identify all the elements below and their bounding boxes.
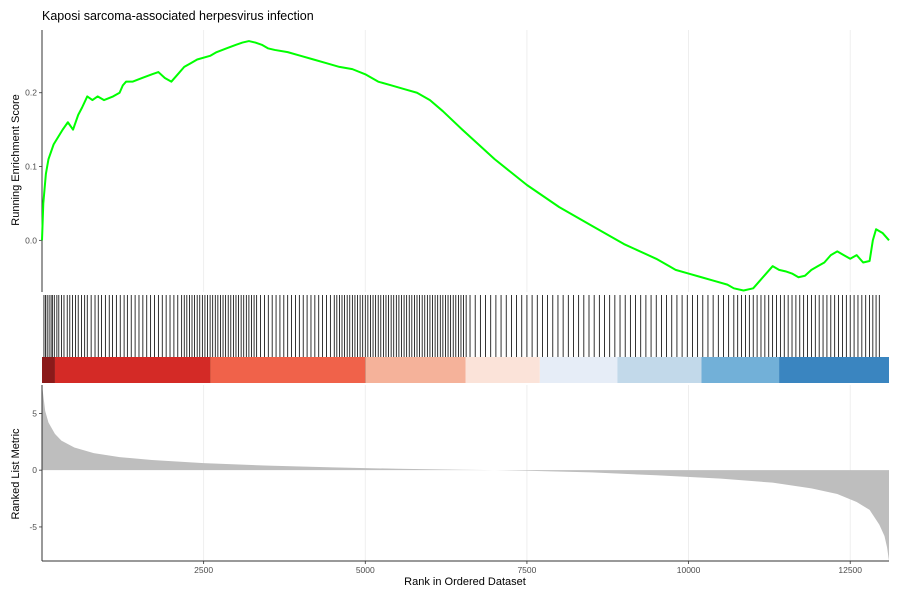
x-tick-label: 10000 — [677, 565, 701, 575]
x-tick-label: 2500 — [194, 565, 213, 575]
score-y-tick-label: 0.2 — [25, 88, 37, 98]
ranked-list-metric-area — [42, 385, 889, 561]
score-y-tick-label: 0.0 — [25, 235, 37, 245]
score-y-axis-title: Running Enrichment Score — [10, 94, 22, 225]
score-panel-gridlines — [203, 30, 851, 292]
rank-color-band — [42, 357, 55, 383]
chart-title: Kaposi sarcoma-associated herpesvirus in… — [42, 9, 314, 23]
x-tick-label: 12500 — [838, 565, 862, 575]
score-y-tick-label: 0.1 — [25, 162, 37, 172]
metric-y-tick-label: -5 — [29, 522, 37, 532]
x-axis-title: Rank in Ordered Dataset — [404, 576, 526, 588]
metric-y-tick-label: 0 — [32, 465, 37, 475]
metric-panel-axes: 5 0 -5 2500 5000 7500 10000 12500 — [29, 385, 889, 575]
rank-color-band — [465, 357, 540, 383]
x-tick-label: 7500 — [517, 565, 536, 575]
metric-y-axis-title: Ranked List Metric — [10, 428, 22, 520]
rank-color-band — [617, 357, 702, 383]
x-tick-label: 5000 — [356, 565, 375, 575]
metric-y-tick-label: 5 — [32, 408, 37, 418]
rank-color-band — [54, 357, 211, 383]
metric-panel-gridlines — [203, 385, 851, 561]
rank-color-band — [365, 357, 466, 383]
rank-color-bands — [42, 357, 889, 383]
rank-color-band — [779, 357, 889, 383]
rank-color-band — [539, 357, 618, 383]
rank-color-band — [210, 357, 366, 383]
score-panel-y-axis: 0.0 0.1 0.2 — [25, 30, 43, 292]
running-enrichment-score-line — [41, 40, 890, 292]
rank-color-band — [701, 357, 780, 383]
